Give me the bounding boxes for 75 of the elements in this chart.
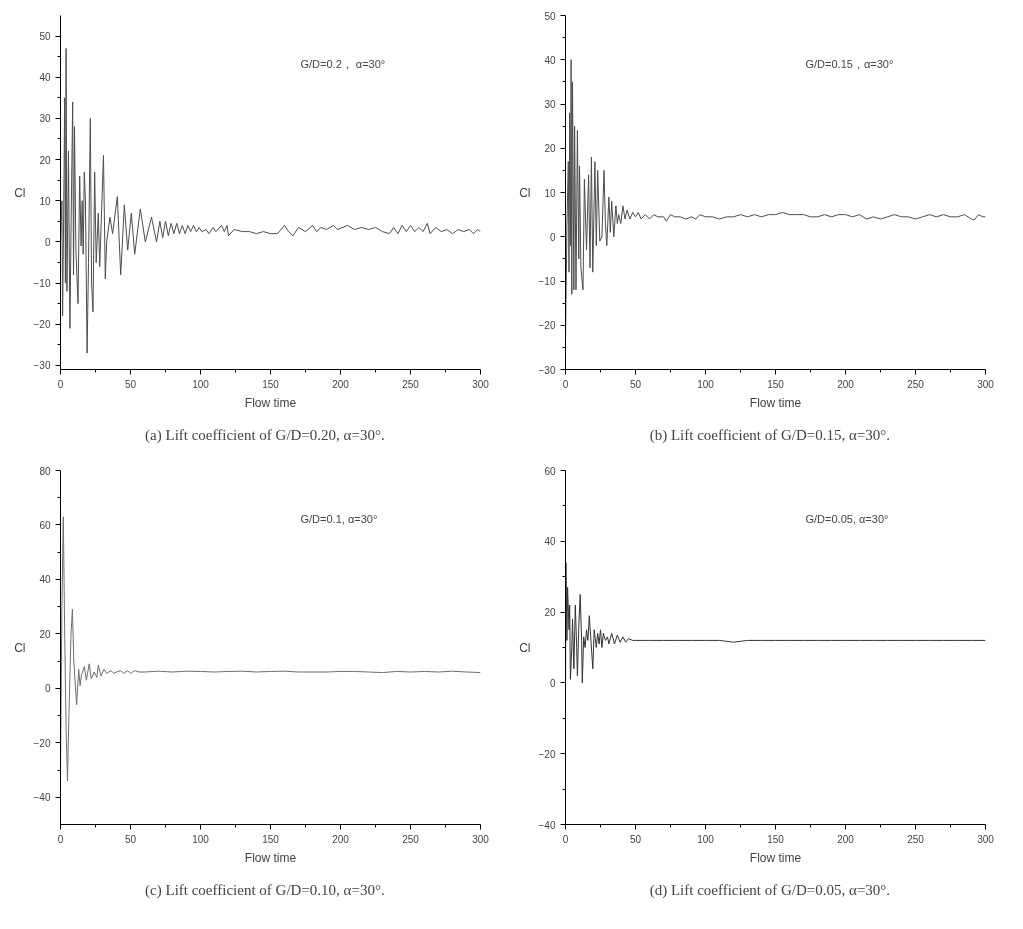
x-tick-label: 150 — [767, 833, 785, 845]
y-tick-label: 0 — [549, 677, 556, 689]
y-axis-title: Cl — [14, 640, 26, 655]
x-axis-title: Flow time — [749, 395, 802, 410]
x-tick-label: 300 — [977, 378, 995, 390]
x-tick-label: 50 — [629, 833, 642, 845]
x-tick-label: 0 — [57, 833, 64, 845]
y-tick-label: 40 — [544, 54, 556, 66]
y-tick-label: 30 — [39, 113, 51, 125]
text: (d) Lift coefficient of G/D=0.05, α=30°. — [649, 882, 891, 899]
annotation: G/D=0.05, α=30° — [805, 512, 889, 525]
y-tick-label: 0 — [549, 231, 556, 243]
x-tick-label: 50 — [629, 378, 642, 390]
y-tick-label: −20 — [33, 319, 51, 331]
y-tick-label: 50 — [544, 10, 556, 22]
y-tick-label: 30 — [544, 99, 556, 110]
x-tick-label: 200 — [332, 833, 350, 845]
y-tick-label: −30 — [33, 360, 51, 372]
x-tick-label: 250 — [907, 378, 925, 390]
x-tick-label: 250 — [907, 833, 925, 845]
y-tick-label: 20 — [39, 628, 51, 640]
x-tick-label: 50 — [124, 833, 137, 845]
x-axis-title: Flow time — [244, 850, 297, 865]
y-tick-label: 50 — [39, 31, 51, 43]
y-tick-label: 40 — [39, 574, 51, 586]
y-tick-label: −10 — [538, 276, 556, 287]
x-tick-label: 150 — [262, 378, 280, 390]
text: (b) Lift coefficient of G/D=0.15, α=30°. — [649, 427, 891, 444]
x-tick-label: 0 — [57, 378, 64, 390]
y-tick-label: 20 — [39, 154, 51, 166]
y-tick-label: −40 — [33, 792, 51, 804]
x-tick-label: 150 — [262, 833, 280, 845]
y-tick-label: 10 — [39, 195, 51, 207]
x-tick-label: 200 — [837, 378, 855, 390]
y-tick-label: 0 — [44, 683, 51, 695]
annotation: G/D=0.15，α=30° — [805, 57, 894, 70]
annotation: G/D=0.1, α=30° — [300, 512, 378, 525]
x-tick-label: 150 — [767, 378, 785, 390]
y-tick-label: −20 — [538, 320, 556, 332]
y-tick-label: −10 — [33, 278, 51, 290]
x-tick-label: 250 — [402, 378, 420, 390]
text: (c) Lift coefficient of G/D=0.10, α=30°. — [145, 882, 385, 899]
x-tick-label: 100 — [697, 378, 715, 390]
annotation: G/D=0.2， α=30° — [300, 57, 386, 70]
y-tick-label: 20 — [544, 143, 556, 155]
y-tick-label: −40 — [538, 819, 556, 831]
y-tick-label: 0 — [44, 236, 51, 248]
y-axis-title: Cl — [14, 185, 26, 200]
y-tick-label: −30 — [538, 364, 556, 376]
x-tick-label: 300 — [977, 833, 995, 845]
x-tick-label: 100 — [192, 833, 210, 845]
x-axis-title: Flow time — [749, 850, 802, 865]
y-tick-label: −20 — [538, 748, 556, 760]
x-tick-label: 200 — [837, 833, 855, 845]
x-tick-label: 0 — [562, 833, 569, 845]
y-axis-title: Cl — [519, 640, 531, 655]
y-tick-label: 80 — [39, 465, 51, 477]
y-tick-label: −20 — [33, 737, 51, 749]
text: (a) Lift coefficient of G/D=0.20, α=30°. — [145, 427, 385, 444]
x-tick-label: 100 — [697, 833, 715, 845]
y-tick-label: 40 — [544, 536, 556, 548]
x-tick-label: 0 — [562, 378, 569, 390]
x-tick-label: 300 — [472, 378, 490, 390]
x-tick-label: 250 — [402, 833, 420, 845]
y-tick-label: 20 — [544, 607, 556, 619]
y-axis-title: Cl — [519, 185, 531, 200]
y-tick-label: 10 — [544, 187, 556, 199]
y-tick-label: 40 — [39, 72, 51, 84]
x-tick-label: 200 — [332, 378, 350, 390]
y-tick-label: 60 — [544, 465, 556, 477]
x-axis-title: Flow time — [244, 395, 297, 410]
y-tick-label: 60 — [39, 519, 51, 531]
x-tick-label: 300 — [472, 833, 490, 845]
x-tick-label: 50 — [124, 378, 137, 390]
x-tick-label: 100 — [192, 378, 210, 390]
